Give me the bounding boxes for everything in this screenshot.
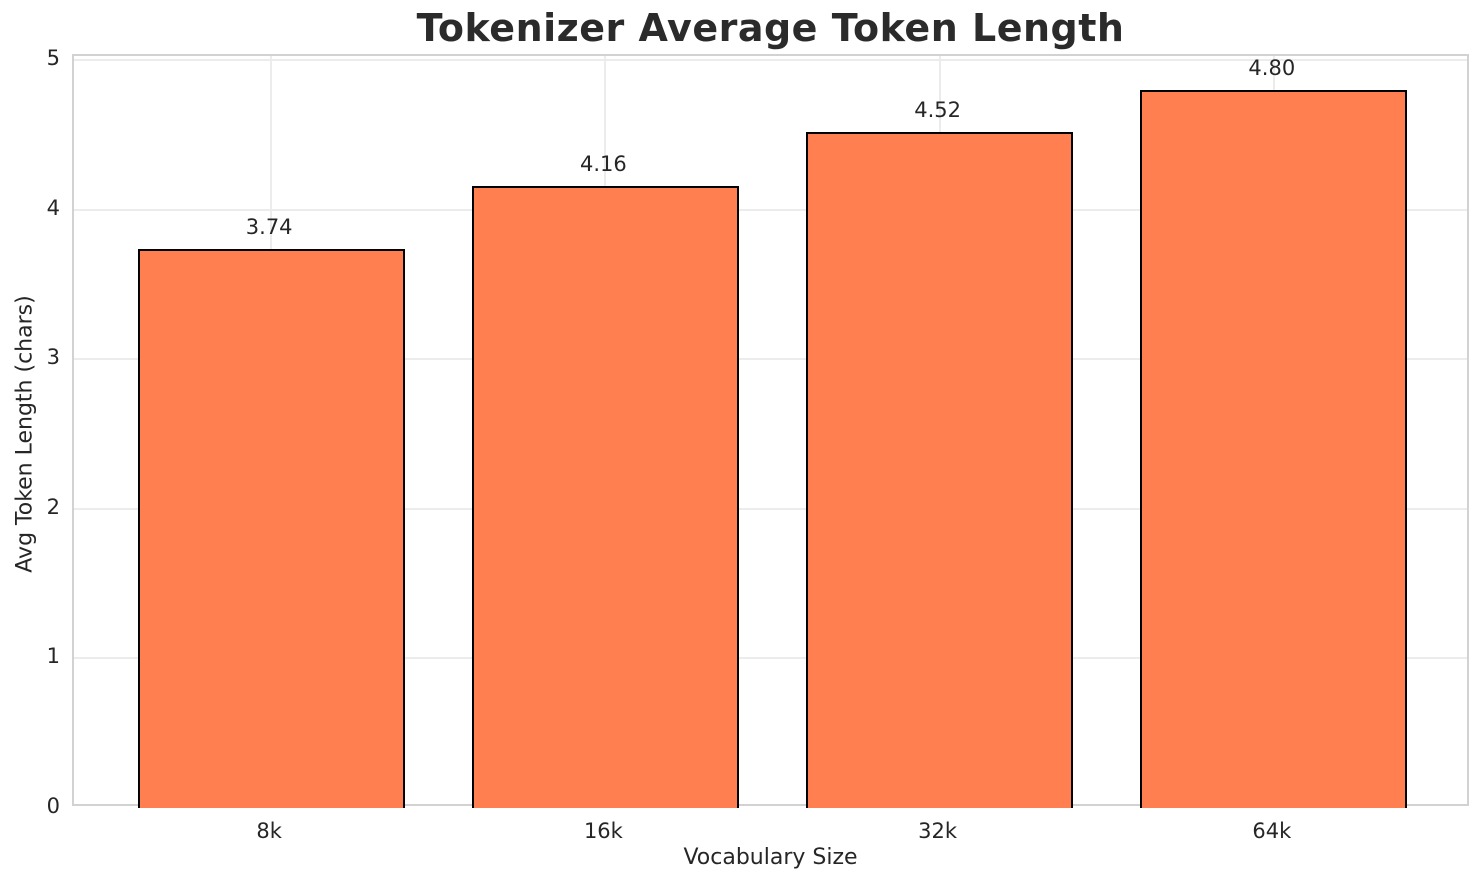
y-axis-label: Avg Token Length (chars) [12, 295, 38, 573]
y-tick-label: 2 [46, 494, 60, 519]
bar-16k [471, 186, 740, 808]
bar-value-label-32k: 4.52 [914, 98, 961, 123]
x-tick-label-16k: 16k [583, 819, 623, 843]
x-tick-label-8k: 8k [256, 819, 282, 843]
x-tick-label-64k: 64k [1252, 819, 1292, 843]
gridline-y-2 [74, 507, 1467, 510]
bar-value-label-8k: 3.74 [245, 214, 293, 239]
x-tick-label-32k: 32k [918, 819, 958, 843]
gridline-y-3 [74, 358, 1467, 361]
plot-area [72, 54, 1469, 808]
y-tick-label: 4 [46, 195, 60, 220]
y-tick-label: 0 [46, 794, 60, 818]
bar-32k [805, 132, 1074, 808]
x-axis-label: Vocabulary Size [683, 845, 858, 870]
y-tick-label: 3 [46, 345, 60, 370]
gridline-y-4 [74, 208, 1467, 211]
bar-value-label-64k: 4.80 [1248, 56, 1296, 81]
chart-title: Tokenizer Average Token Length [416, 6, 1125, 50]
bar-8k [137, 248, 405, 808]
bar-64k [1140, 90, 1408, 808]
y-tick-label: 5 [46, 46, 60, 71]
bar-value-label-16k: 4.16 [580, 152, 627, 177]
gridline-y-1 [74, 657, 1467, 660]
gridline-y-5 [74, 59, 1467, 62]
y-tick-label: 1 [46, 644, 60, 669]
